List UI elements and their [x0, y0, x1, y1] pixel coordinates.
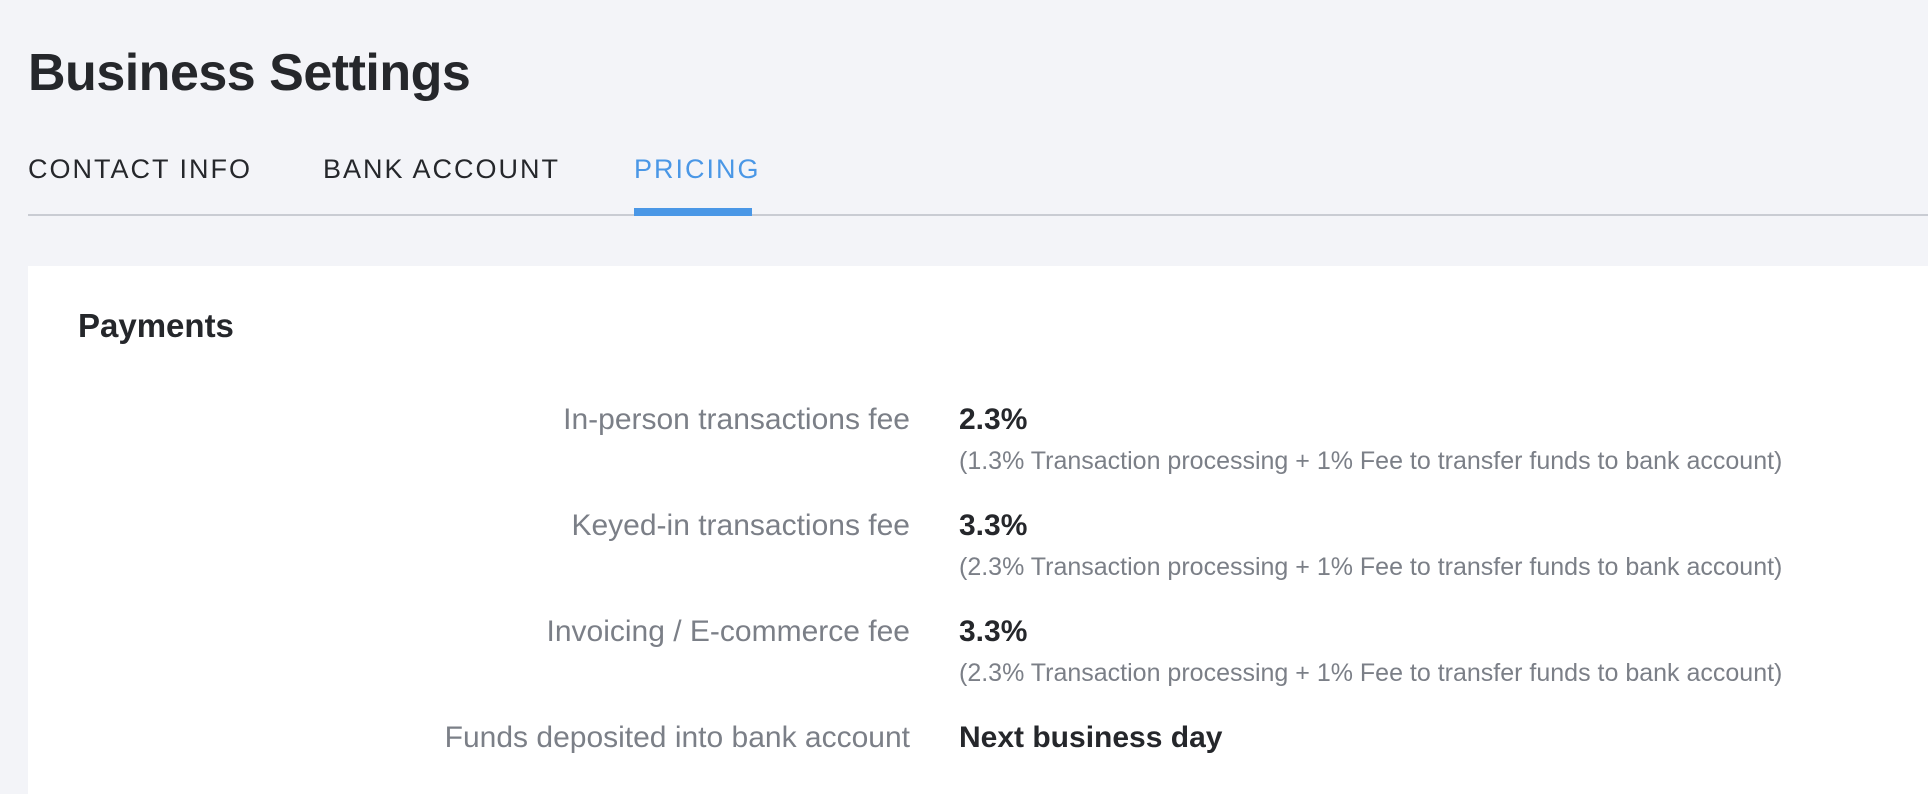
- fee-value: Next business day: [959, 721, 1223, 754]
- payments-card: Payments In-person transactions fee 2.3%…: [28, 266, 1928, 794]
- fee-detail: (1.3% Transaction processing + 1% Fee to…: [959, 447, 1783, 475]
- active-tab-indicator: [634, 208, 752, 216]
- fee-label: Invoicing / E-commerce fee: [546, 615, 910, 648]
- tab-contact-info[interactable]: CONTACT INFO: [28, 154, 252, 184]
- fee-value: 2.3%: [959, 403, 1028, 436]
- fee-detail: (2.3% Transaction processing + 1% Fee to…: [959, 553, 1783, 581]
- fee-detail: (2.3% Transaction processing + 1% Fee to…: [959, 659, 1783, 687]
- fee-label: Keyed-in transactions fee: [571, 509, 910, 542]
- fee-value: 3.3%: [959, 615, 1028, 648]
- payments-section-title: Payments: [78, 307, 234, 344]
- settings-tabs: CONTACT INFO BANK ACCOUNT PRICING: [28, 138, 1928, 216]
- page-title: Business Settings: [28, 44, 471, 102]
- fee-value: 3.3%: [959, 509, 1028, 542]
- tab-pricing[interactable]: PRICING: [634, 154, 761, 184]
- fee-label: In-person transactions fee: [563, 403, 910, 436]
- tab-bank-account[interactable]: BANK ACCOUNT: [323, 154, 561, 184]
- fee-label: Funds deposited into bank account: [444, 721, 910, 754]
